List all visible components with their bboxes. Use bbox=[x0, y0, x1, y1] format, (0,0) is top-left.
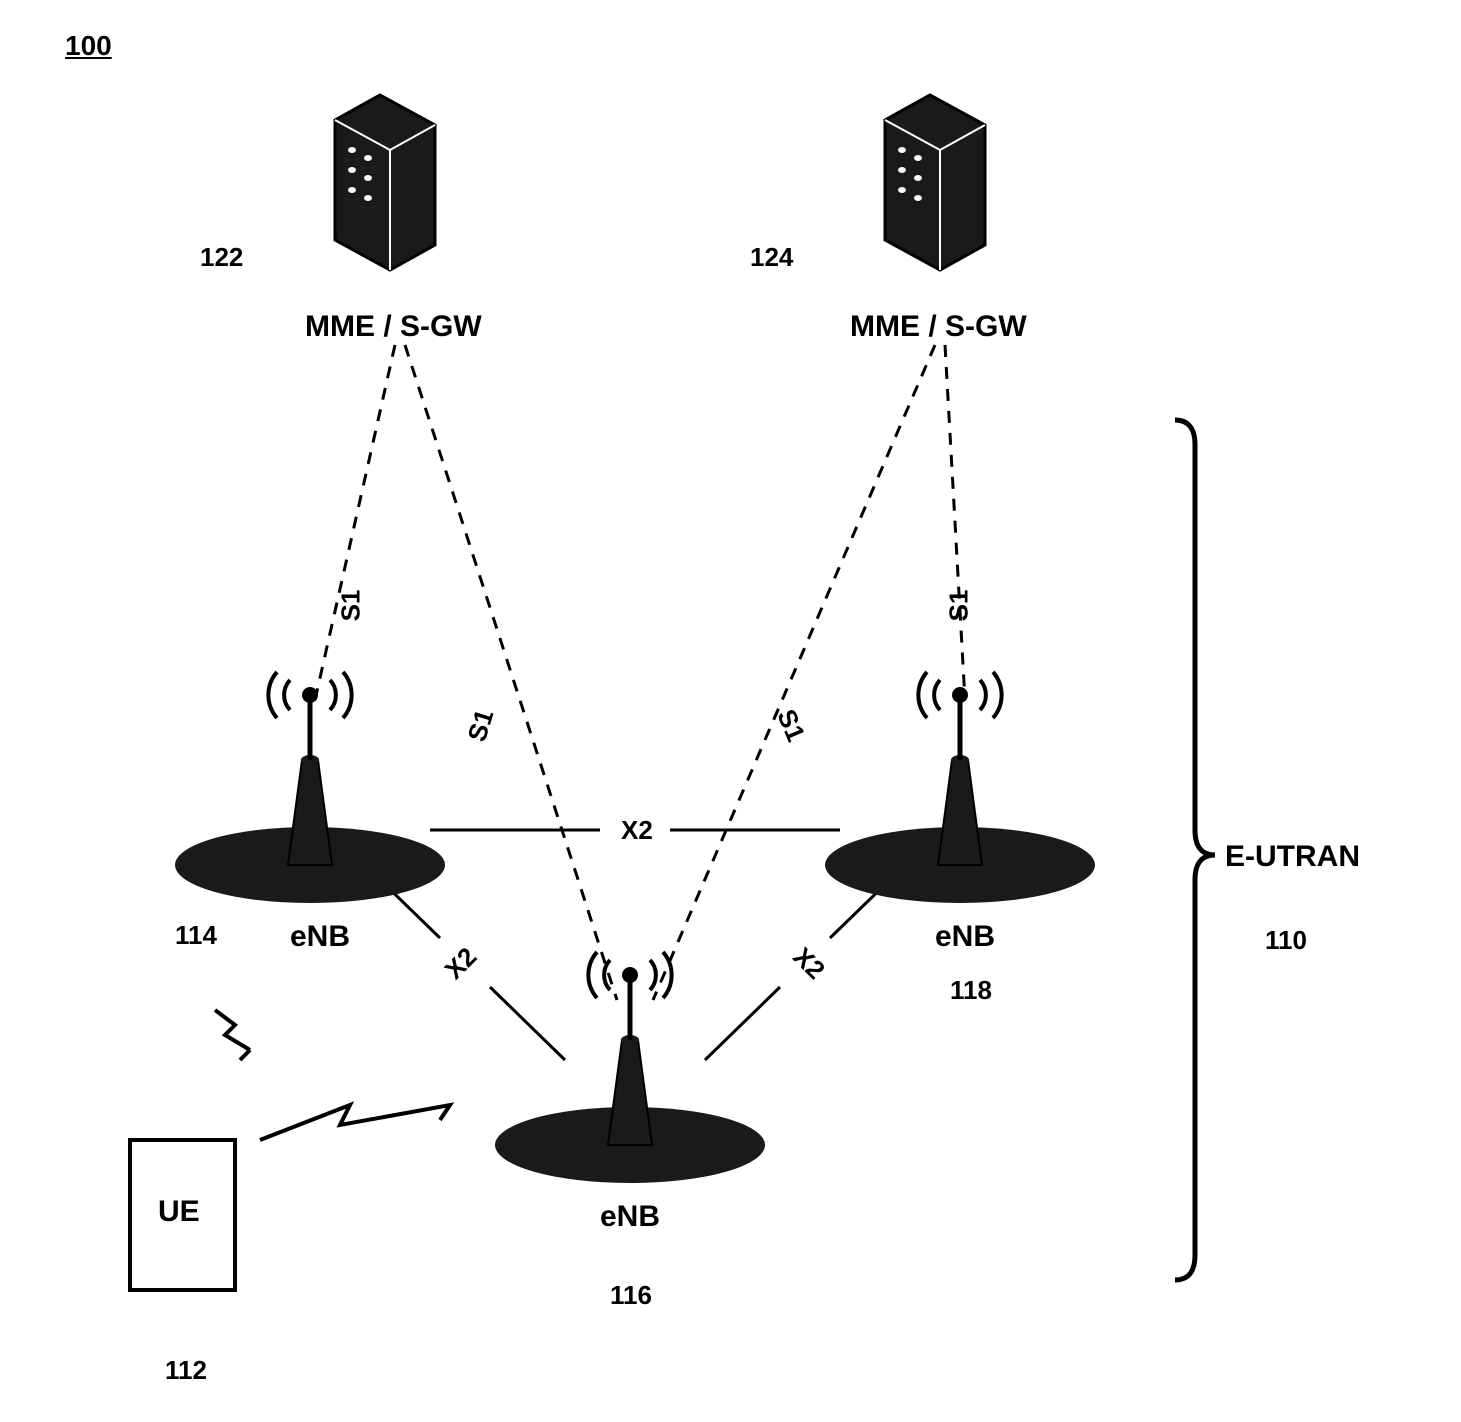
x2-link-bl-2 bbox=[490, 987, 565, 1060]
server-124-label: MME / S-GW bbox=[850, 310, 1027, 344]
server-122-ref: 122 bbox=[200, 242, 243, 273]
enb-116-label: eNB bbox=[600, 1200, 660, 1234]
ue-ref: 112 bbox=[165, 1355, 207, 1386]
s1-link-4 bbox=[945, 345, 965, 700]
s1-link-1 bbox=[315, 345, 395, 700]
eutran-ref: 110 bbox=[1265, 925, 1307, 956]
enb-114 bbox=[175, 672, 445, 903]
server-122 bbox=[335, 95, 435, 270]
enb-114-label: eNB bbox=[290, 920, 350, 954]
wireless-link-1 bbox=[215, 1010, 250, 1060]
s1-link-2 bbox=[405, 345, 617, 1000]
enb-116 bbox=[495, 952, 765, 1183]
s1-label-4: S1 bbox=[943, 590, 974, 622]
ue-label: UE bbox=[158, 1195, 200, 1229]
s1-label-1: S1 bbox=[335, 590, 366, 622]
eutran-label: E-UTRAN bbox=[1225, 840, 1360, 874]
x2-label-top: X2 bbox=[617, 815, 657, 846]
wireless-link-2 bbox=[260, 1105, 450, 1140]
enb-118 bbox=[825, 672, 1095, 903]
x2-link-br-2 bbox=[705, 987, 780, 1060]
s1-link-3 bbox=[653, 345, 935, 1000]
figure-number: 100 bbox=[65, 30, 112, 62]
enb-118-ref: 118 bbox=[950, 975, 992, 1006]
enb-116-ref: 116 bbox=[610, 1280, 652, 1311]
server-122-label: MME / S-GW bbox=[305, 310, 482, 344]
server-124-ref: 124 bbox=[750, 242, 793, 273]
eutran-brace bbox=[1175, 420, 1215, 1280]
enb-114-ref: 114 bbox=[175, 920, 217, 951]
diagram-canvas bbox=[0, 0, 1461, 1422]
server-124 bbox=[885, 95, 985, 270]
enb-118-label: eNB bbox=[935, 920, 995, 954]
